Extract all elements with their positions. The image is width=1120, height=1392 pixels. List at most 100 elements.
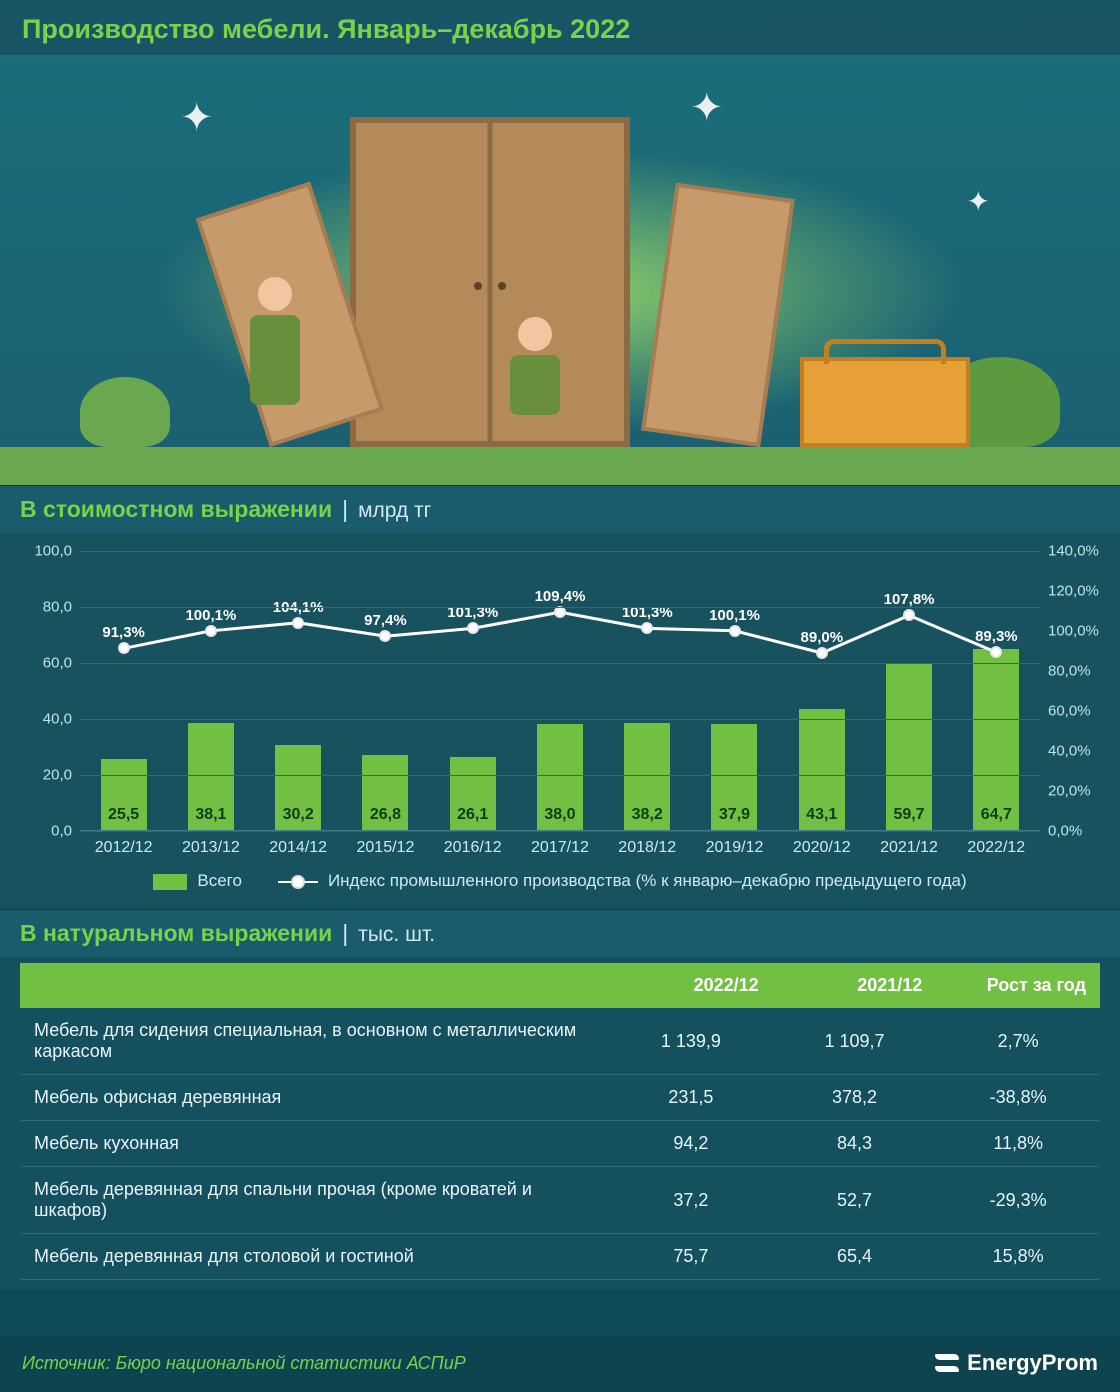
infographic-root: Производство мебели. Январь–декабрь 2022… — [0, 0, 1120, 1392]
bar-value-label: 59,7 — [893, 806, 924, 824]
row-value: 65,4 — [773, 1234, 937, 1280]
hero-illustration: ✦ ✦ ✦ — [0, 55, 1120, 485]
bar-slot: 43,1 — [778, 551, 865, 830]
table-header-row: 2022/122021/12Рост за год — [20, 963, 1100, 1008]
row-value: 75,7 — [609, 1234, 773, 1280]
section-title: В натуральном выражении — [20, 920, 332, 947]
bar: 38,0 — [537, 724, 583, 830]
worker-icon — [500, 317, 570, 447]
bar: 38,2 — [624, 723, 670, 830]
bar-value-label: 25,5 — [108, 806, 139, 824]
ground — [0, 447, 1120, 485]
x-axis: 2012/122013/122014/122015/122016/122017/… — [80, 831, 1040, 857]
row-value: 378,2 — [773, 1075, 937, 1121]
row-value: 1 109,7 — [773, 1008, 937, 1075]
section-header-value: В стоимостном выражении | млрд тг — [0, 485, 1120, 533]
bar-slot: 38,0 — [516, 551, 603, 830]
bar: 25,5 — [101, 759, 147, 830]
legend-line: Индекс промышленного производства (% к я… — [278, 871, 967, 891]
row-value: 2,7% — [936, 1008, 1100, 1075]
table-row: Мебель деревянная для столовой и гостино… — [20, 1234, 1100, 1280]
row-value: -29,3% — [936, 1167, 1100, 1234]
x-tick-label: 2012/12 — [80, 831, 167, 857]
row-label: Мебель деревянная для столовой и гостино… — [20, 1234, 609, 1280]
table-row: Мебель для сидения специальная, в основн… — [20, 1008, 1100, 1075]
chart-plot: 25,5 38,1 30,2 26,8 26,1 38,0 38,2 37,9 43,1 59,7… — [80, 551, 1040, 831]
bar: 59,7 — [886, 663, 932, 830]
table-header-cell — [20, 963, 609, 1008]
bar-slot: 37,9 — [691, 551, 778, 830]
section-unit: тыс. шт. — [358, 923, 435, 947]
table-header-cell: 2022/12 — [609, 963, 773, 1008]
x-tick-label: 2015/12 — [342, 831, 429, 857]
section-unit: млрд тг — [358, 499, 431, 523]
bar-value-label: 37,9 — [719, 806, 750, 824]
bar-value-label: 26,8 — [370, 806, 401, 824]
bar: 64,7 — [973, 649, 1019, 830]
chart-legend: Всего Индекс промышленного производства … — [20, 857, 1100, 905]
bar-slot: 38,1 — [167, 551, 254, 830]
row-label: Мебель для сидения специальная, в основн… — [20, 1008, 609, 1075]
bar-value-label: 43,1 — [806, 806, 837, 824]
bar: 26,8 — [362, 755, 408, 830]
worker-icon — [240, 277, 310, 447]
row-value: 94,2 — [609, 1121, 773, 1167]
bar-slot: 26,8 — [342, 551, 429, 830]
row-label: Мебель офисная деревянная — [20, 1075, 609, 1121]
table-header-cell: 2021/12 — [773, 963, 937, 1008]
bar: 30,2 — [275, 745, 321, 830]
footer: Источник: Бюро национальной статистики А… — [0, 1337, 1120, 1392]
combo-chart: 0,020,040,060,080,0100,0 25,5 38,1 30,2 26,… — [0, 533, 1120, 909]
bar-slot: 38,2 — [604, 551, 691, 830]
bar-value-label: 38,0 — [544, 806, 575, 824]
row-value: 52,7 — [773, 1167, 937, 1234]
row-value: 1 139,9 — [609, 1008, 773, 1075]
data-table: 2022/122021/12Рост за год Мебель для сид… — [20, 963, 1100, 1280]
bar: 37,9 — [711, 724, 757, 830]
title-bar: Производство мебели. Январь–декабрь 2022 — [0, 0, 1120, 55]
bar-value-label: 38,1 — [195, 806, 226, 824]
page-title: Производство мебели. Январь–декабрь 2022 — [22, 14, 1098, 45]
bar: 38,1 — [188, 723, 234, 830]
row-value: 11,8% — [936, 1121, 1100, 1167]
x-tick-label: 2018/12 — [604, 831, 691, 857]
brand-text: EnergyProm — [967, 1350, 1098, 1376]
bar-slot: 64,7 — [953, 551, 1040, 830]
bar: 26,1 — [450, 757, 496, 830]
table-row: Мебель офисная деревянная231,5378,2-38,8… — [20, 1075, 1100, 1121]
section-header-volume: В натуральном выражении | тыс. шт. — [0, 909, 1120, 957]
row-label: Мебель кухонная — [20, 1121, 609, 1167]
bar-slot: 59,7 — [865, 551, 952, 830]
row-value: 37,2 — [609, 1167, 773, 1234]
bar-value-label: 30,2 — [283, 806, 314, 824]
x-tick-label: 2013/12 — [167, 831, 254, 857]
bar-slot: 30,2 — [255, 551, 342, 830]
table-header-cell: Рост за год — [936, 963, 1100, 1008]
row-value: 15,8% — [936, 1234, 1100, 1280]
table-body: Мебель для сидения специальная, в основн… — [20, 1008, 1100, 1280]
x-tick-label: 2016/12 — [429, 831, 516, 857]
legend-bar: Всего — [153, 871, 242, 891]
row-value: 231,5 — [609, 1075, 773, 1121]
row-value: -38,8% — [936, 1075, 1100, 1121]
row-label: Мебель деревянная для спальни прочая (кр… — [20, 1167, 609, 1234]
wardrobe-icon — [350, 117, 630, 447]
source-text: Источник: Бюро национальной статистики А… — [22, 1353, 466, 1374]
data-table-block: 2022/122021/12Рост за год Мебель для сид… — [0, 957, 1120, 1290]
bar: 43,1 — [799, 709, 845, 830]
y-axis-right: 0,0%20,0%40,0%60,0%80,0%100,0%120,0%140,… — [1040, 551, 1100, 831]
x-tick-label: 2017/12 — [516, 831, 603, 857]
bar-value-label: 38,2 — [632, 806, 663, 824]
x-tick-label: 2021/12 — [865, 831, 952, 857]
bar-slot: 26,1 — [429, 551, 516, 830]
bar-value-label: 64,7 — [981, 806, 1012, 824]
y-axis-left: 0,020,040,060,080,0100,0 — [20, 551, 80, 831]
brand-icon — [935, 1351, 959, 1375]
x-tick-label: 2019/12 — [691, 831, 778, 857]
bar-slot: 25,5 — [80, 551, 167, 830]
bar-value-label: 26,1 — [457, 806, 488, 824]
section-title: В стоимостном выражении — [20, 496, 332, 523]
x-tick-label: 2014/12 — [255, 831, 342, 857]
table-row: Мебель кухонная94,284,311,8% — [20, 1121, 1100, 1167]
toolbox-icon — [800, 357, 970, 447]
